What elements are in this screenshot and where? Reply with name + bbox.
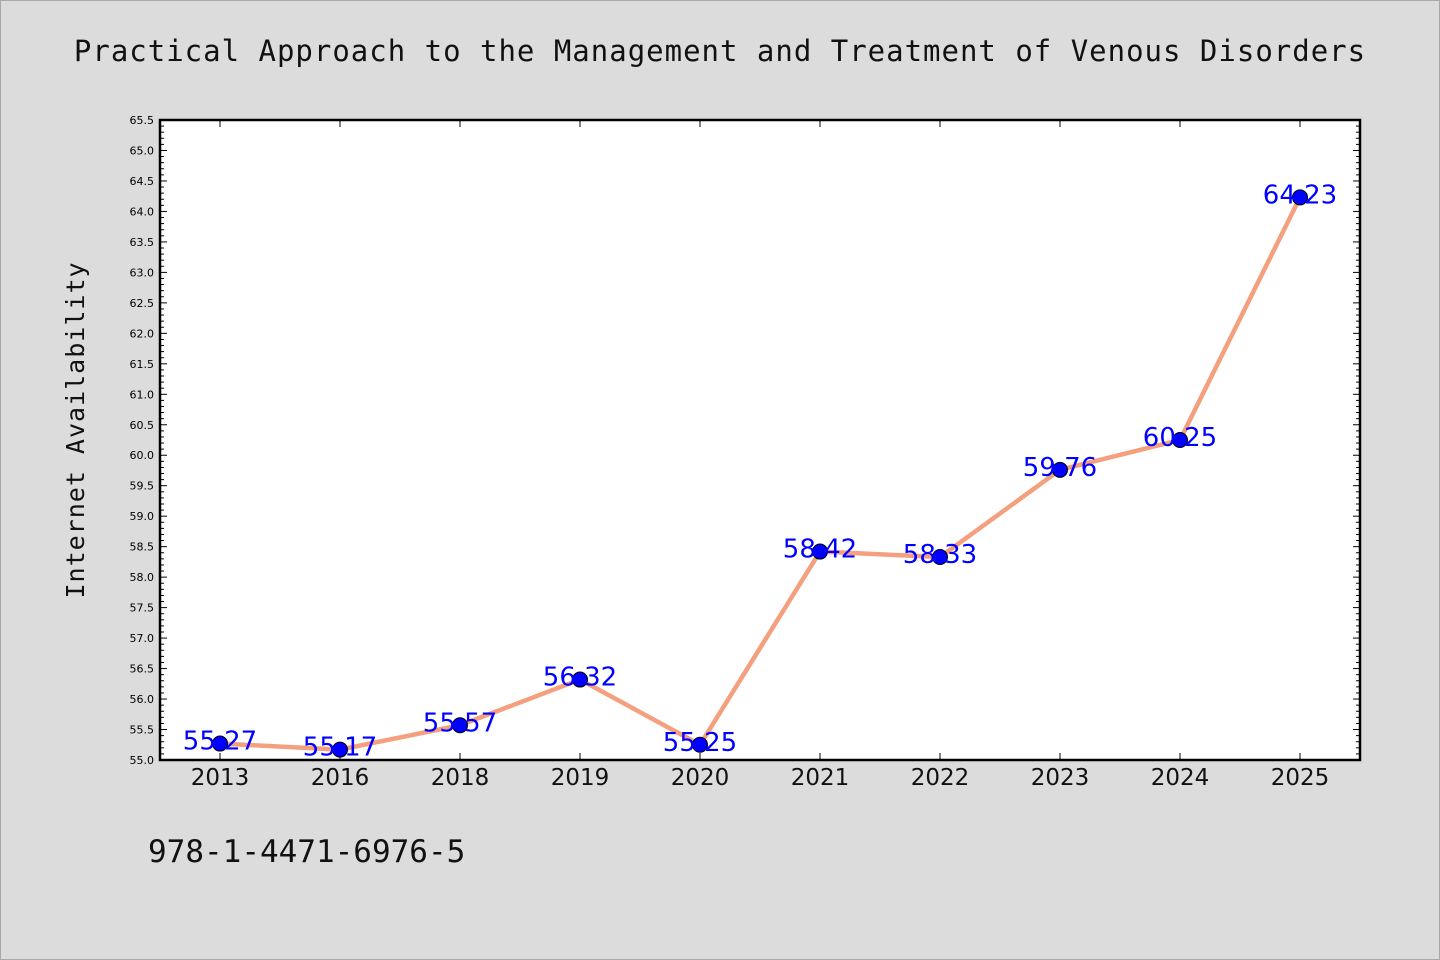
- y-tick-label: 57.0: [130, 632, 155, 645]
- y-tick-label: 58.5: [130, 541, 155, 554]
- data-label: 64.23: [1263, 180, 1337, 210]
- x-axis: 2013 2016 2018 2019 2020 2021 2022 2023 2024 2025: [191, 120, 1330, 791]
- y-tick-label: 63.5: [130, 236, 155, 249]
- y-tick-label: 60.0: [130, 449, 155, 462]
- data-label: 55.17: [303, 733, 377, 763]
- data-point: [452, 717, 468, 734]
- data-label: 59.76: [1023, 453, 1097, 483]
- data-label: 55.27: [183, 727, 257, 757]
- y-tick-label: 63.0: [130, 266, 155, 279]
- data-label: 55.25: [663, 728, 737, 758]
- y-tick-label: 65.5: [130, 114, 155, 127]
- series-markers: [212, 189, 1308, 758]
- y-axis: 55.0 55.5 56.0 56.5 57.0 57.5 58.0 58.5 59.0 59.5…: [130, 114, 1360, 767]
- data-point: [572, 671, 588, 688]
- y-tick-label: 55.5: [130, 724, 155, 737]
- plot-area: [158, 118, 1362, 762]
- x-tick-label: 2013: [191, 765, 250, 791]
- data-point: [812, 543, 828, 560]
- data-labels: 55.27 55.17 55.57 56.32 55.25 58.42 58.33 59.76…: [183, 180, 1337, 762]
- y-tick-label: 55.0: [130, 754, 155, 767]
- y-tick-label: 58.0: [130, 571, 155, 584]
- y-tick-label: 61.0: [130, 388, 155, 401]
- y-tick-label: 56.5: [130, 663, 155, 676]
- data-point: [1172, 432, 1188, 448]
- data-label: 56.32: [543, 663, 617, 693]
- y-tick-label: 65.0: [130, 144, 155, 157]
- x-tick-label: 2023: [1031, 765, 1090, 791]
- x-tick-label: 2024: [1151, 765, 1210, 791]
- isbn-text: 978-1-4471-6976-5: [148, 834, 466, 870]
- chart-title: Practical Approach to the Management and…: [73, 34, 1367, 68]
- y-tick-label: 56.0: [130, 693, 155, 706]
- y-tick-label: 60.5: [130, 419, 155, 432]
- y-tick-label: 62.5: [130, 297, 155, 310]
- x-tick-label: 2020: [671, 765, 730, 791]
- series-line: [219, 196, 1303, 752]
- data-label: 58.33: [903, 540, 977, 570]
- x-tick-label: 2021: [791, 765, 850, 791]
- y-tick-label: 64.5: [130, 175, 155, 188]
- y-axis-label: Internet Availability: [61, 261, 90, 598]
- x-tick-label: 2018: [431, 765, 490, 791]
- data-point: [932, 549, 948, 566]
- data-point: [692, 736, 708, 753]
- x-tick-label: 2016: [311, 765, 370, 791]
- y-tick-label: 64.0: [130, 205, 155, 218]
- y-tick-label: 62.0: [130, 327, 155, 340]
- data-point: [1052, 461, 1068, 478]
- y-tick-label: 57.5: [130, 602, 155, 615]
- x-tick-label: 2019: [551, 765, 610, 791]
- y-tick-label: 61.5: [130, 358, 155, 371]
- x-tick-label: 2022: [911, 765, 970, 791]
- data-label: 60.25: [1143, 423, 1217, 453]
- data-point: [332, 741, 348, 758]
- y-tick-label: 59.5: [130, 480, 155, 493]
- data-point: [212, 735, 228, 752]
- data-label: 55.57: [423, 708, 497, 738]
- data-point: [1292, 189, 1308, 206]
- y-tick-label: 59.0: [130, 510, 155, 523]
- data-label: 58.42: [783, 535, 857, 565]
- x-tick-label: 2025: [1271, 765, 1330, 791]
